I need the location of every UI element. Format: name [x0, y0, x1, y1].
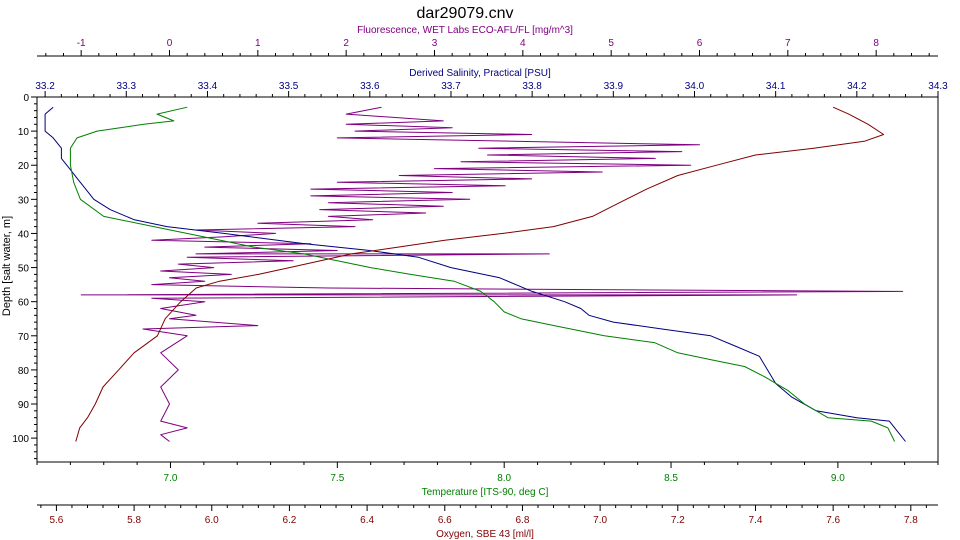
depth-axis: 0 10 20 30 40 50 60 70 80 90 100 [12, 93, 37, 460]
fluorescence-tick-label: 7 [785, 38, 791, 49]
temperature-axis-label: Temperature [ITS-90, deg C] [422, 487, 549, 498]
oxygen-tick-label: 7.4 [749, 515, 763, 526]
fluorescence-tick-label: -1 [77, 38, 86, 49]
fluorescence-tick-label: 0 [167, 38, 173, 49]
salinity-tick-label: 33.5 [279, 81, 299, 92]
fluorescence-tick-label: 4 [520, 38, 526, 49]
fluorescence-axis-label: Fluorescence, WET Labs ECO-AFL/FL [mg/m^… [357, 25, 573, 36]
fluorescence-series-line [80, 106, 904, 442]
fluorescence-tick-label: 8 [873, 38, 879, 49]
oxygen-tick-label: 7.0 [593, 515, 607, 526]
salinity-tick-label: 33.8 [522, 81, 542, 92]
oxygen-series-line [75, 106, 885, 442]
oxygen-tick-label: 7.6 [826, 515, 840, 526]
oxygen-tick-label: 6.6 [438, 515, 452, 526]
salinity-tick-label: 34.3 [928, 81, 948, 92]
temperature-axis: 7.0 7.5 8.0 8.5 9.0 [36, 461, 939, 484]
salinity-tick-label: 34.1 [766, 81, 786, 92]
salinity-tick-label: 33.7 [441, 81, 461, 92]
oxygen-tick-label: 6.0 [205, 515, 219, 526]
oxygen-tick-label: 5.6 [49, 515, 63, 526]
depth-tick-label: 60 [18, 298, 30, 309]
series-layer [44, 106, 906, 442]
salinity-tick-label: 34.2 [847, 81, 867, 92]
temperature-tick-label: 8.5 [664, 473, 678, 484]
oxygen-tick-label: 6.8 [515, 515, 529, 526]
depth-tick-label: 40 [18, 229, 30, 240]
plot-frame [36, 96, 939, 463]
depth-tick-label: 90 [18, 400, 30, 411]
depth-tick-label: 70 [18, 332, 30, 343]
temperature-tick-label: 7.5 [330, 473, 344, 484]
fluorescence-tick-label: 5 [608, 38, 614, 49]
fluorescence-tick-label: 6 [697, 38, 703, 49]
fluorescence-tick-label: 2 [343, 38, 349, 49]
depth-axis-label: Depth [salt water, m] [1, 216, 13, 316]
chart-title: dar29079.cnv [417, 5, 514, 22]
oxygen-axis: 5.6 5.8 6.0 6.2 6.4 6.6 6.8 7.0 7.2 7.4 7.6 7.8 [37, 504, 938, 526]
oxygen-tick-label: 6.2 [282, 515, 296, 526]
salinity-tick-label: 33.9 [604, 81, 624, 92]
oxygen-axis-label: Oxygen, SBE 43 [ml/l] [436, 529, 534, 540]
salinity-axis-label: Derived Salinity, Practical [PSU] [409, 68, 551, 79]
salinity-tick-label: 33.2 [35, 81, 55, 92]
salinity-tick-label: 33.6 [360, 81, 380, 92]
oxygen-tick-label: 5.8 [127, 515, 141, 526]
depth-tick-label: 20 [18, 161, 30, 172]
temperature-tick-label: 8.0 [497, 473, 511, 484]
fluorescence-tick-label: 3 [432, 38, 438, 49]
depth-tick-label: 10 [18, 127, 30, 138]
depth-tick-label: 50 [18, 264, 30, 275]
depth-tick-label: 100 [12, 434, 29, 445]
oxygen-tick-label: 7.8 [904, 515, 918, 526]
oxygen-tick-label: 7.2 [671, 515, 685, 526]
oxygen-tick-label: 6.4 [360, 515, 374, 526]
depth-tick-label: 80 [18, 366, 30, 377]
depth-tick-label: 0 [23, 93, 29, 104]
salinity-tick-label: 34.0 [685, 81, 705, 92]
temperature-series-line [69, 106, 896, 442]
salinity-tick-label: 33.4 [198, 81, 218, 92]
temperature-tick-label: 7.0 [164, 473, 178, 484]
salinity-axis: 33.2 33.3 33.4 33.5 33.6 33.7 33.8 33.9 34.0 34.1… [35, 81, 948, 98]
temperature-tick-label: 9.0 [831, 473, 845, 484]
fluorescence-axis: -1 0 1 2 3 4 5 6 7 8 [37, 38, 938, 57]
salinity-tick-label: 33.3 [117, 81, 137, 92]
fluorescence-tick-label: 1 [255, 38, 261, 49]
salinity-series-line [44, 106, 906, 442]
depth-tick-label: 30 [18, 195, 30, 206]
